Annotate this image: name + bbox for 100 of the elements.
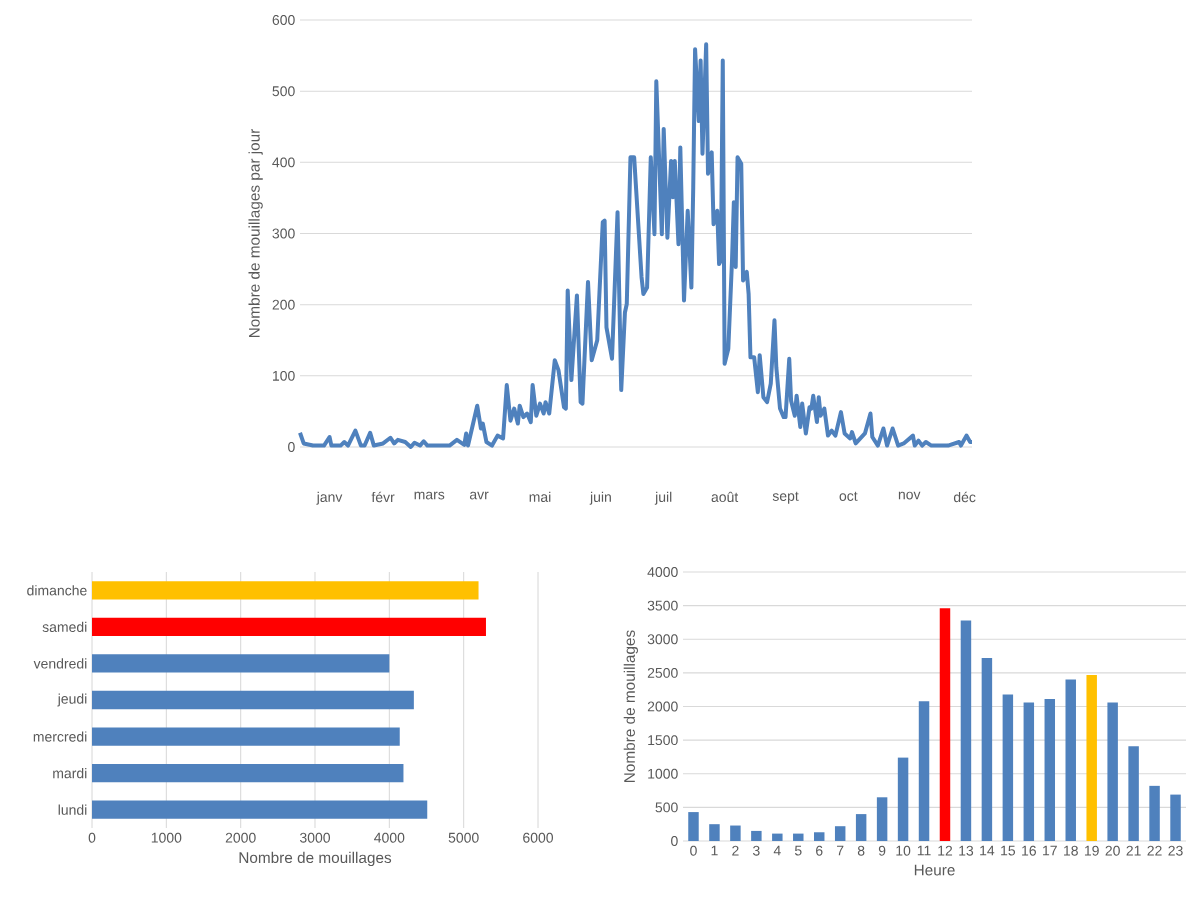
- y-tick-label: dimanche: [27, 585, 87, 596]
- line-series: [298, 42, 975, 449]
- bar: [1023, 702, 1035, 841]
- y-tick-label: 0: [288, 442, 295, 452]
- x-tick-label: 2000: [225, 832, 256, 843]
- y-tick-label: 100: [273, 370, 295, 381]
- x-tick-label: févr: [371, 491, 395, 503]
- y-tick-label: 500: [272, 86, 295, 97]
- bar: [855, 814, 867, 841]
- x-tick-label: 12: [938, 845, 953, 856]
- x-tick-label: mars: [414, 491, 445, 500]
- bar: [1170, 794, 1181, 841]
- y-tick-label: mercredi: [33, 731, 87, 742]
- x-tick-label: nov: [898, 491, 921, 500]
- y-tick-label: 3500: [647, 600, 678, 611]
- x-tick-label: 0: [88, 832, 96, 843]
- x-tick-label: 3000: [299, 832, 331, 843]
- y-tick-label: 1500: [648, 735, 678, 746]
- x-tick-label: avr: [469, 491, 489, 500]
- x-tick-label: 7: [837, 845, 844, 856]
- y-tick-label: 3000: [647, 634, 678, 645]
- y-tick-label: mardi: [53, 768, 87, 779]
- x-tick-label: 9: [878, 845, 886, 856]
- x-tick-label: 0: [690, 845, 697, 856]
- x-tick-label: 23: [1168, 845, 1183, 856]
- bar: [1002, 694, 1014, 841]
- y-tick-label: 2000: [647, 701, 678, 712]
- x-tick-label: 17: [1043, 845, 1057, 856]
- bar: [92, 727, 400, 746]
- bar: [730, 825, 741, 841]
- y-tick-label: jeudi: [57, 693, 87, 707]
- x-tick-label: 21: [1126, 845, 1141, 856]
- x-tick-label: 6000: [523, 832, 554, 843]
- bar: [1044, 699, 1056, 841]
- bar: [939, 608, 951, 841]
- x-axis-title: Nombre de mouillages: [239, 851, 392, 867]
- y-axis-title: Nombre de mouillages: [623, 630, 638, 782]
- bar: [1086, 674, 1097, 841]
- y-tick-label: 1000: [648, 768, 678, 779]
- y-tick-label: 4000: [647, 567, 678, 577]
- x-tick-label: déc: [953, 491, 976, 503]
- bar: [709, 824, 720, 841]
- bar: [1107, 702, 1118, 841]
- x-tick-label: 18: [1064, 845, 1078, 856]
- bar: [1128, 746, 1139, 841]
- y-axis-title: Nombre de mouillages par jour: [248, 128, 263, 338]
- x-tick-label: 16: [1022, 845, 1036, 856]
- bar: [834, 826, 846, 841]
- x-tick-label: 5: [794, 845, 802, 856]
- x-tick-label: 4000: [374, 832, 405, 843]
- bar: [1149, 785, 1160, 841]
- x-tick-label: 3: [752, 845, 760, 856]
- x-tick-label: mai: [529, 491, 551, 502]
- bar: [981, 658, 993, 841]
- x-tick-label: 6: [816, 845, 823, 856]
- x-tick-label: janv: [316, 491, 343, 505]
- x-tick-label: août: [711, 491, 739, 503]
- x-tick-label: 20: [1105, 845, 1120, 856]
- bar: [92, 800, 428, 819]
- x-tick-label: 19: [1084, 845, 1099, 856]
- x-tick-label: sept: [772, 491, 799, 504]
- bar: [92, 764, 404, 783]
- y-tick-label: lundi: [58, 804, 87, 815]
- bar: [1065, 679, 1076, 841]
- y-tick-label: 500: [655, 802, 678, 813]
- bar: [751, 830, 762, 841]
- x-tick-label: 8: [857, 845, 865, 856]
- x-tick-label: 1: [711, 845, 718, 856]
- bar: [876, 797, 888, 841]
- x-tick-label: 2: [732, 845, 739, 856]
- y-tick-label: 600: [272, 15, 295, 25]
- x-tick-label: 15: [1001, 845, 1016, 856]
- x-tick-label: 5000: [448, 832, 479, 843]
- bar: [897, 757, 909, 841]
- x-tick-label: 22: [1147, 845, 1162, 856]
- x-tick-label: 1000: [151, 832, 182, 843]
- y-tick-label: 400: [272, 157, 295, 168]
- y-tick-label: vendredi: [33, 658, 87, 669]
- bar: [814, 832, 825, 841]
- y-tick-label: 200: [272, 299, 295, 310]
- bar: [918, 701, 930, 841]
- x-tick-label: 10: [896, 845, 911, 856]
- y-tick-label: 300: [272, 228, 295, 239]
- x-tick-label: 4: [773, 845, 781, 856]
- x-axis-title: Heure: [914, 864, 955, 876]
- x-tick-label: 11: [917, 845, 931, 856]
- y-tick-label: 2500: [647, 667, 678, 678]
- x-tick-label: 13: [959, 845, 974, 856]
- bar: [772, 833, 783, 841]
- x-tick-label: oct: [839, 491, 858, 501]
- bar: [92, 654, 390, 673]
- x-tick-label: 14: [980, 845, 995, 856]
- bar: [960, 620, 972, 841]
- x-tick-label: juil: [654, 491, 672, 505]
- bar: [688, 812, 699, 841]
- y-tick-label: samedi: [42, 621, 87, 633]
- bar: [92, 617, 486, 637]
- bar: [92, 690, 414, 710]
- x-tick-label: juin: [589, 491, 611, 505]
- bar: [92, 581, 479, 600]
